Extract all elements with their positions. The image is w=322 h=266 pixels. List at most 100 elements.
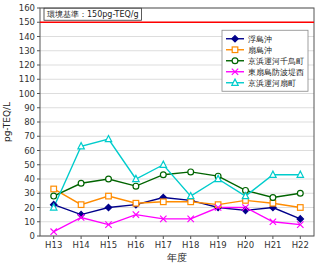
x-axis-label: 年度 bbox=[167, 252, 187, 263]
y-axis-label: pg-TEQ/L bbox=[2, 102, 12, 142]
y-tick-label: 30 bbox=[24, 188, 35, 198]
series-line bbox=[54, 208, 301, 232]
point bbox=[298, 205, 304, 211]
y-tick-label: 140 bbox=[19, 32, 35, 42]
y-tick-label: 90 bbox=[24, 103, 35, 113]
grid-line bbox=[40, 193, 314, 194]
y-tick-label: 60 bbox=[24, 146, 35, 156]
x-tick-label: H15 bbox=[100, 240, 117, 250]
y-tick-label: 20 bbox=[24, 203, 35, 213]
point bbox=[270, 195, 276, 201]
point bbox=[270, 219, 276, 225]
y-tick-label: 120 bbox=[19, 60, 35, 70]
point bbox=[78, 202, 84, 208]
grid-line bbox=[40, 93, 314, 94]
point bbox=[51, 186, 57, 192]
point bbox=[78, 180, 84, 186]
point bbox=[133, 175, 139, 181]
x-tick-label: H20 bbox=[237, 240, 254, 250]
point bbox=[297, 190, 303, 196]
grid-line bbox=[40, 122, 314, 123]
legend-frame bbox=[222, 30, 308, 91]
point bbox=[215, 204, 221, 210]
point bbox=[188, 193, 194, 199]
point bbox=[51, 204, 57, 210]
point bbox=[242, 193, 248, 199]
legend-marker bbox=[232, 69, 238, 75]
point bbox=[270, 200, 276, 206]
y-tick-label: 100 bbox=[19, 89, 35, 99]
chart: 0102030405060708090100110120130140150160… bbox=[0, 0, 322, 266]
point bbox=[270, 171, 276, 177]
legend-marker bbox=[232, 58, 238, 64]
point bbox=[215, 175, 221, 181]
point bbox=[188, 199, 194, 205]
y-tick-label: 40 bbox=[24, 174, 35, 184]
point bbox=[297, 221, 303, 227]
x-tick-label: H19 bbox=[209, 240, 226, 250]
point bbox=[215, 202, 221, 208]
legend-marker bbox=[232, 36, 238, 42]
legend-swatch bbox=[226, 69, 244, 75]
point bbox=[105, 221, 111, 227]
point bbox=[297, 216, 303, 222]
series-line bbox=[54, 172, 301, 198]
x-tick-label: H21 bbox=[264, 240, 281, 250]
point bbox=[51, 193, 57, 199]
legend-label: 京浜運河扇町 bbox=[248, 79, 296, 88]
y-tick-label: 110 bbox=[19, 74, 35, 84]
grid bbox=[40, 8, 314, 236]
annotation: 環境基準：150pg-TEQ/g bbox=[44, 8, 142, 20]
plot-frame bbox=[40, 8, 314, 236]
y-tick-label: 0 bbox=[30, 231, 35, 241]
y-tick-label: 80 bbox=[24, 117, 35, 127]
grid-line bbox=[40, 150, 314, 151]
series-line bbox=[54, 139, 301, 207]
point bbox=[78, 143, 84, 149]
point bbox=[133, 183, 139, 189]
y-tick-label: 10 bbox=[24, 217, 35, 227]
annotation-text: 環境基準：150pg-TEQ/g bbox=[47, 10, 139, 19]
point bbox=[188, 216, 194, 222]
legend-label: 東扇島防波堤西 bbox=[248, 68, 304, 77]
point bbox=[160, 172, 166, 178]
grid-line bbox=[40, 164, 314, 165]
point bbox=[188, 169, 194, 175]
grid-line bbox=[40, 22, 314, 23]
legend-swatch bbox=[226, 36, 244, 42]
legend-swatch bbox=[226, 47, 244, 53]
point bbox=[160, 161, 166, 167]
point bbox=[160, 216, 166, 222]
series-line bbox=[54, 189, 301, 208]
legend-label: 扇島沖 bbox=[248, 46, 272, 55]
legend-label: 浮島沖 bbox=[248, 35, 272, 44]
x-tick-label: H16 bbox=[127, 240, 144, 250]
point bbox=[106, 193, 112, 199]
legend-swatch bbox=[226, 58, 244, 64]
point bbox=[133, 211, 139, 217]
y-tick-label: 130 bbox=[19, 46, 35, 56]
y-tick-label: 150 bbox=[19, 17, 35, 27]
point bbox=[51, 229, 57, 235]
x-tick-label: H14 bbox=[72, 240, 89, 250]
grid-line bbox=[40, 136, 314, 137]
point bbox=[105, 204, 111, 210]
series-line bbox=[54, 198, 301, 219]
data-layer bbox=[40, 22, 314, 235]
x-tick-label: H22 bbox=[292, 240, 309, 250]
x-tick-label: H13 bbox=[45, 240, 62, 250]
point bbox=[297, 171, 303, 177]
reference-line bbox=[40, 22, 314, 24]
legend-label: 京浜運河千鳥町 bbox=[248, 57, 304, 66]
legend-marker bbox=[232, 47, 238, 53]
point bbox=[105, 136, 111, 142]
x-tick-label: H17 bbox=[155, 240, 172, 250]
point bbox=[242, 204, 248, 210]
annotation-box bbox=[44, 8, 142, 20]
grid-line bbox=[40, 107, 314, 108]
legend-swatch bbox=[226, 79, 244, 85]
y-tick-label: 70 bbox=[24, 131, 35, 141]
grid-line bbox=[40, 179, 314, 180]
y-tick-label: 50 bbox=[24, 160, 35, 170]
x-tick-label: H18 bbox=[182, 240, 199, 250]
